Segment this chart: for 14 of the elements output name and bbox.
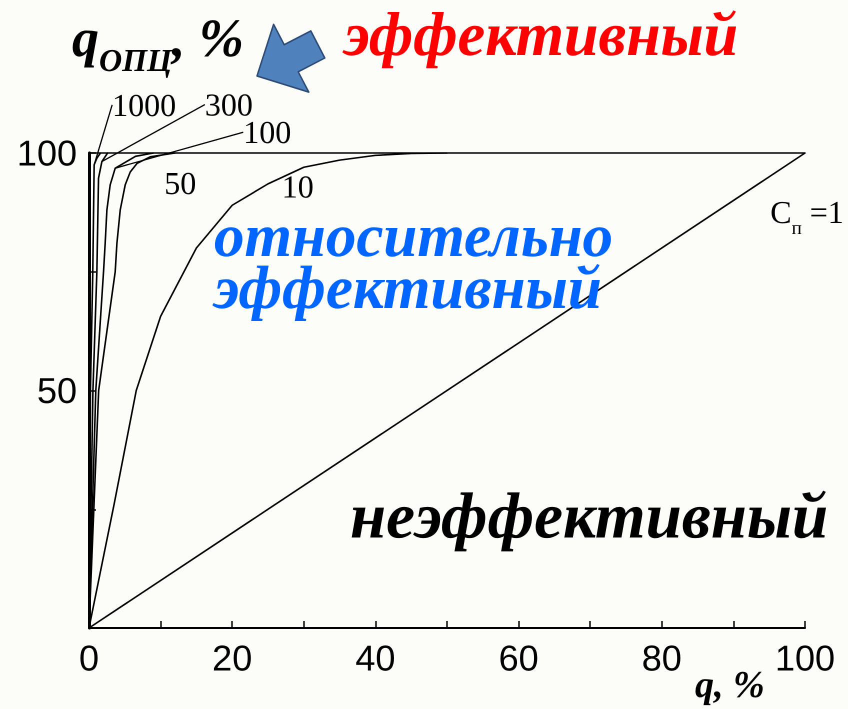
text: 300 xyxy=(204,86,253,123)
x-tick-label: 60 xyxy=(498,638,539,678)
series-label: 1000 xyxy=(112,86,176,123)
text: эффективный xyxy=(342,1,738,69)
annotation: относительно эффективный xyxy=(212,203,614,322)
legend-label: 50 xyxy=(164,164,196,201)
x-tick-label: 0 xyxy=(78,638,100,678)
annotation: неэффективный xyxy=(350,480,828,552)
x-tick-label: 20 xyxy=(212,638,252,678)
x-axis-title: q, % xyxy=(695,664,765,706)
x-tick-label: 80 xyxy=(642,638,682,678)
series-label: 10 xyxy=(282,168,314,204)
x-tick-label: 40 xyxy=(355,638,396,678)
x-tick-label: 100 xyxy=(774,638,836,678)
